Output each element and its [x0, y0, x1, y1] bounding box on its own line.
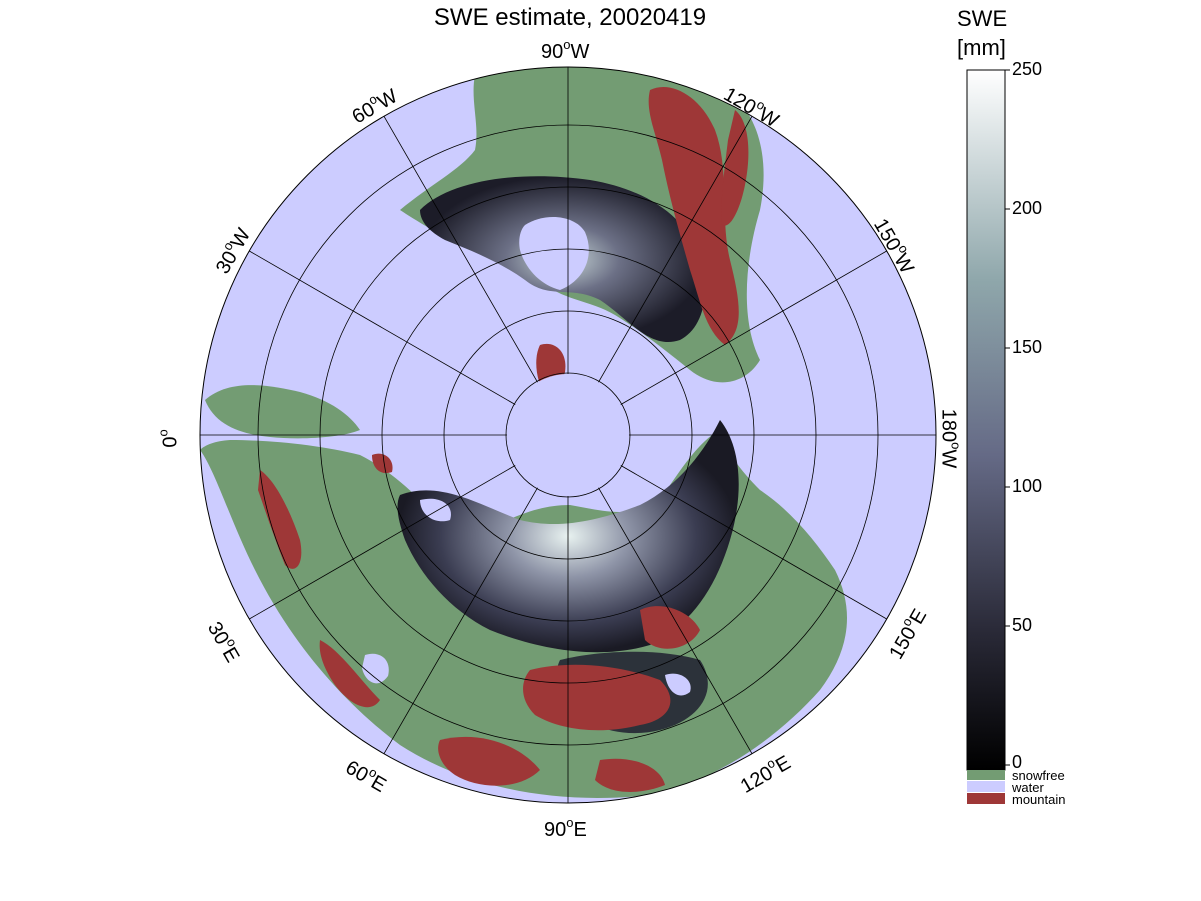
- colorbar-title-line1: SWE: [957, 6, 1008, 31]
- colorbar-label-water: water: [1012, 780, 1044, 795]
- hudson-bay-water: [519, 216, 589, 290]
- colorbar-tick-0: 0: [1012, 752, 1023, 772]
- lon-label-180w: 180oW: [937, 408, 964, 469]
- colorbar-ticks: [1005, 69, 1010, 766]
- colorbar-title-line2: [mm]: [957, 35, 1006, 60]
- colorbar-snowfree-swatch: [967, 770, 1005, 780]
- colorbar-tick-100: 100: [1012, 476, 1043, 496]
- map-title: SWE estimate, 20020419: [433, 4, 707, 31]
- lon-label-90w: 90oW: [541, 37, 590, 63]
- mountain-areas: [258, 86, 749, 792]
- colorbar-tick-200: 200: [1012, 198, 1043, 218]
- colorbar-title: SWE [mm]: [957, 4, 1007, 62]
- colorbar-tick-50: 50: [1012, 615, 1033, 635]
- lon-label-0: 0o: [155, 429, 182, 448]
- pole-hole: [507, 374, 629, 496]
- lon-label-90e: 90oE: [544, 815, 587, 841]
- colorbar-label-mountain: mountain: [1012, 792, 1066, 807]
- colorbar-tick-250: 250: [1012, 59, 1043, 79]
- colorbar-water-swatch: [967, 781, 1005, 792]
- colorbar-gradient: [966, 69, 1006, 771]
- inland-water: [362, 498, 691, 696]
- colorbar-tick-150: 150: [1012, 337, 1043, 357]
- map-frame: [199, 66, 937, 804]
- colorbar-mountain-swatch: [967, 793, 1005, 804]
- greenland-land: [205, 385, 360, 439]
- colorbar-label-snowfree: snowfree: [1012, 768, 1065, 783]
- map-disk: [200, 67, 936, 803]
